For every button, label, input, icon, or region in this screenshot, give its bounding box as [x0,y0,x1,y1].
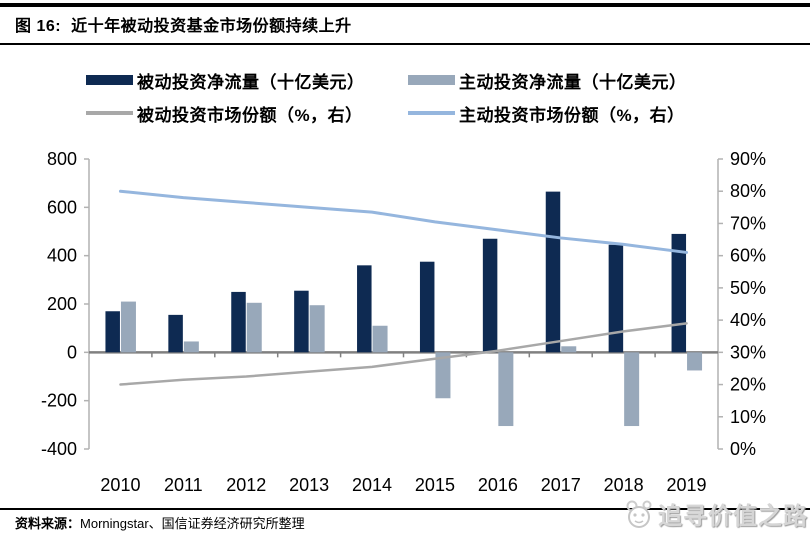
passive-flow-bar-2011 [168,314,183,353]
top-border-rule [0,3,810,7]
x-axis-year-label: 2012 [226,475,266,495]
watermark-text: 追寻价值之路 [658,503,808,530]
figure-title-text: 近十年被动投资基金市场份额持续上升 [71,18,352,35]
left-axis-tick-label: -200 [41,391,77,411]
right-axis-tick-label: 90% [730,149,766,169]
right-axis-tick-label: 30% [730,342,766,362]
x-axis-year-label: 2017 [541,475,581,495]
passive-flow-bar-2013 [294,290,309,353]
left-axis-tick-label: -400 [41,439,77,459]
right-axis-tick-label: 40% [730,310,766,330]
source-text: Morningstar、国信证券经济研究所整理 [80,516,305,531]
left-axis-tick-label: 0 [67,342,77,362]
legend-bar-swatch [86,75,133,85]
active-flow-bar-2018 [624,352,640,427]
footer-divider-rule [0,508,810,510]
figure-title: 图 16: 近十年被动投资基金市场份额持续上升 [15,12,352,36]
legend-item-bar-0: 被动投资净流量（十亿美元） [86,69,365,92]
left-axis-tick-label: 200 [47,294,77,314]
watermark-mascot-icon [626,500,652,528]
right-axis-tick-label: 50% [730,278,766,298]
x-axis-year-label: 2015 [415,475,455,495]
active-flow-bar-2011 [183,341,199,353]
legend-label: 主动投资市场份额（%，右） [459,105,685,125]
active-flow-bar-2012 [246,302,262,353]
legend-label: 主动投资净流量（十亿美元） [459,72,687,92]
legend-label: 被动投资净流量（十亿美元） [137,72,365,92]
right-axis-tick-label: 70% [730,213,766,233]
active-flow-bar-2014 [372,325,388,353]
right-axis-tick-label: 80% [730,181,766,201]
watermark: 追寻价值之路 [624,496,808,531]
right-axis-tick-label: 10% [730,407,766,427]
passive-flow-bar-2017 [545,191,561,353]
active-flow-bar-2010 [120,301,136,353]
legend-item-line-2: 被动投资市场份额（%，右） [86,102,363,125]
left-axis-tick-label: 800 [47,149,77,169]
figure-number-label: 图 16: [15,18,62,35]
left-axis-tick-label: 600 [47,197,77,217]
legend-label: 被动投资市场份额（%，右） [137,105,363,125]
x-axis-year-label: 2013 [289,475,329,495]
passive-flow-bar-2012 [231,291,246,353]
passive-flow-bar-2018 [608,244,624,353]
source-line: 资料来源：Morningstar、国信证券经济研究所整理 [15,513,305,532]
x-axis-year-label: 2018 [604,475,644,495]
active-share-line [118,189,689,254]
active-flow-bar-2019 [687,352,703,371]
legend-line-swatch [408,111,455,115]
x-axis-year-label: 2010 [100,475,140,495]
active-flow-bar-2015 [435,352,451,399]
title-divider-rule [0,43,810,45]
passive-share-line [119,322,688,386]
source-label: 资料来源： [15,516,81,531]
passive-flow-bar-2014 [357,265,372,353]
passive-flow-bar-2015 [419,261,435,353]
legend-item-line-3: 主动投资市场份额（%，右） [408,102,685,125]
x-axis-year-label: 2014 [352,475,392,495]
active-flow-bar-2016 [498,352,514,427]
right-axis-tick-label: 20% [730,375,766,395]
x-axis-year-label: 2016 [478,475,518,495]
legend-line-swatch [86,111,133,115]
x-axis-year-label: 2011 [164,475,203,495]
right-axis-tick-label: 60% [730,246,766,266]
passive-flow-bar-2010 [105,311,120,353]
x-axis-year-label: 2019 [667,475,707,495]
right-axis-tick-label: 0% [730,439,756,459]
passive-flow-bar-2016 [482,238,498,353]
legend-item-bar-1: 主动投资净流量（十亿美元） [408,69,687,92]
active-flow-bar-2017 [561,346,577,353]
active-flow-bar-2013 [309,305,325,353]
legend-bar-swatch [408,75,455,85]
left-axis-tick-label: 400 [47,246,77,266]
